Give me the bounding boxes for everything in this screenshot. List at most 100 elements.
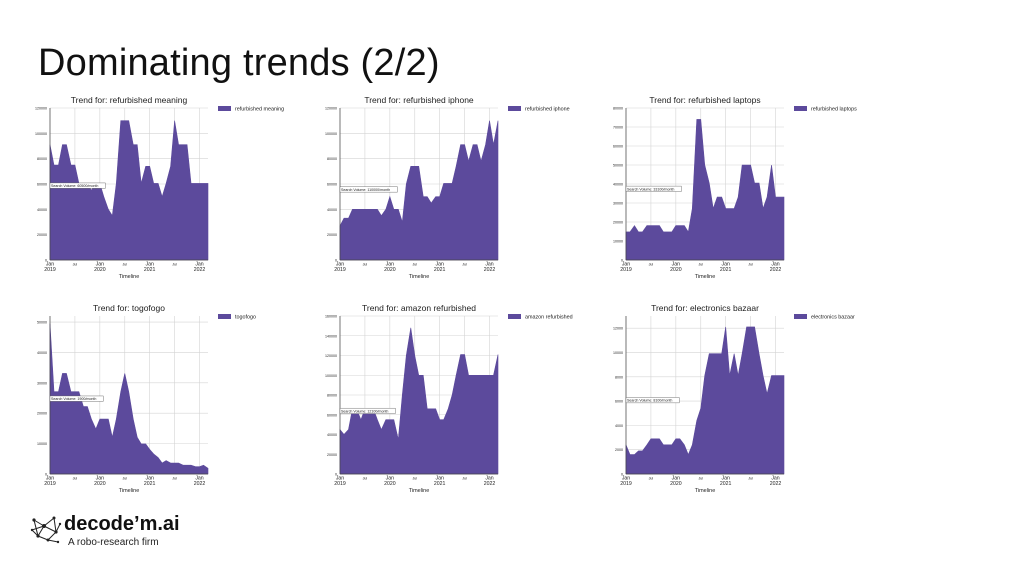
x-tick-year-label: 2021: [720, 481, 732, 487]
x-tick-year-label: 2019: [334, 267, 346, 273]
x-tick-year-label: 2022: [770, 267, 782, 273]
x-axis-label: Timeline: [409, 488, 430, 494]
chart-panel-refurbished-laptops: Trend for: refurbished laptops 0 10000 2000…: [604, 94, 874, 289]
legend-swatch: [508, 314, 521, 319]
y-tick-label: 40000: [327, 433, 337, 437]
y-tick-label: 10000: [613, 240, 623, 244]
chart-title: Trend for: refurbished laptops: [649, 95, 760, 105]
y-tick-label: 20000: [37, 412, 47, 416]
chart-panel-electronics-bazaar: Trend for: electronics bazaar 0 2000 4000 60…: [604, 302, 874, 502]
annotation-box: [625, 185, 682, 192]
x-tick-label: Jul: [122, 477, 127, 481]
chart-refurbished-iphone: Trend for: refurbished iphone 0 20000 40000…: [325, 95, 570, 280]
network-brain-icon: [30, 516, 62, 544]
y-tick-label: 20000: [37, 233, 47, 237]
x-tick-label: Jan: [672, 476, 680, 482]
x-tick-label: Jan: [622, 262, 630, 268]
y-tick-label: 10000: [613, 351, 623, 355]
x-tick-label: Jan: [622, 476, 630, 482]
y-tick-label: 60000: [613, 145, 623, 149]
x-tick-year-label: 2022: [194, 267, 206, 273]
x-tick-year-label: 2022: [194, 481, 206, 487]
y-tick-label: 40000: [37, 351, 47, 355]
x-tick-label: Jan: [195, 476, 203, 482]
x-tick-year-label: 2020: [384, 481, 396, 487]
x-tick-year-label: 2020: [94, 481, 106, 487]
chart-title: Trend for: amazon refurbished: [362, 303, 476, 313]
y-tick-label: 20000: [613, 221, 623, 225]
y-tick-label: 40000: [613, 183, 623, 187]
legend-swatch: [508, 106, 521, 111]
y-tick-label: 60000: [37, 183, 47, 187]
x-tick-label: Jul: [172, 263, 177, 267]
series-area: [339, 327, 499, 475]
x-tick-label: Jan: [46, 262, 54, 268]
legend-label: refurbished meaning: [235, 106, 284, 112]
legend-label: amazon refurbished: [525, 314, 573, 320]
annotation-box: [49, 395, 104, 402]
x-tick-label: Jan: [145, 262, 153, 268]
y-tick-label: 60000: [327, 413, 337, 417]
y-tick-label: 8000: [615, 375, 623, 379]
y-tick-label: 100000: [325, 374, 337, 378]
x-tick-year-label: 2020: [384, 267, 396, 273]
x-tick-label: Jul: [172, 477, 177, 481]
legend-label: refurbished iphone: [525, 106, 570, 112]
annotation-box: [625, 397, 680, 404]
series-area: [49, 323, 209, 475]
x-tick-year-label: 2020: [670, 267, 682, 273]
x-tick-year-label: 2021: [144, 481, 156, 487]
y-tick-label: 80000: [37, 157, 47, 161]
y-tick-label: 60000: [327, 183, 337, 187]
y-tick-label: 80000: [327, 157, 337, 161]
x-tick-year-label: 2021: [434, 481, 446, 487]
y-tick-label: 40000: [327, 208, 337, 212]
y-tick-label: 30000: [613, 202, 623, 206]
x-tick-label: Jan: [195, 262, 203, 268]
y-tick-label: 2000: [615, 448, 623, 452]
legend-swatch: [794, 106, 807, 111]
x-tick-label: Jan: [435, 262, 443, 268]
x-tick-label: Jan: [96, 476, 104, 482]
x-axis-label: Timeline: [409, 274, 430, 280]
series-area: [49, 120, 209, 261]
x-tick-label: Jul: [462, 477, 467, 481]
annotation-label: Search Volume: 8100/month: [627, 399, 672, 403]
annotation-label: Search Volume: 33100/month: [627, 187, 674, 191]
x-axis-label: Timeline: [695, 274, 716, 280]
chart-panel-refurbished-meaning: Trend for: refurbished meaning 0 20000 4000…: [28, 94, 298, 284]
chart-title: Trend for: electronics bazaar: [651, 303, 759, 313]
x-tick-label: Jul: [748, 477, 753, 481]
annotation-box: [339, 407, 396, 414]
x-tick-year-label: 2019: [44, 481, 56, 487]
y-tick-label: 50000: [37, 321, 47, 325]
x-tick-year-label: 2021: [144, 267, 156, 273]
y-tick-label: 80000: [613, 107, 623, 111]
annotation-box: [49, 182, 106, 189]
y-tick-label: 6000: [615, 400, 623, 404]
x-tick-label: Jul: [412, 263, 417, 267]
y-tick-label: 100000: [35, 132, 47, 136]
y-tick-label: 120000: [35, 107, 47, 111]
x-tick-year-label: 2021: [434, 267, 446, 273]
chart-title: Trend for: refurbished meaning: [71, 95, 188, 105]
legend-swatch: [218, 314, 231, 319]
y-tick-label: 30000: [37, 381, 47, 385]
x-tick-label: Jan: [771, 262, 779, 268]
y-tick-label: 0: [621, 473, 623, 477]
chart-title: Trend for: togofogo: [93, 303, 165, 313]
x-tick-label: Jan: [485, 476, 493, 482]
series-area: [625, 119, 785, 261]
x-tick-year-label: 2019: [334, 481, 346, 487]
chart-title: Trend for: refurbished iphone: [364, 95, 474, 105]
y-tick-label: 80000: [327, 394, 337, 398]
x-tick-label: Jul: [649, 263, 654, 267]
logo-tagline: A robo-research firm: [68, 537, 159, 548]
y-tick-label: 0: [621, 259, 623, 263]
x-tick-label: Jul: [748, 263, 753, 267]
x-tick-label: Jan: [721, 262, 729, 268]
annotation-label: Search Volume: 60500/month: [51, 184, 98, 188]
x-tick-label: Jan: [672, 262, 680, 268]
x-tick-label: Jul: [649, 477, 654, 481]
series-area: [625, 326, 785, 475]
